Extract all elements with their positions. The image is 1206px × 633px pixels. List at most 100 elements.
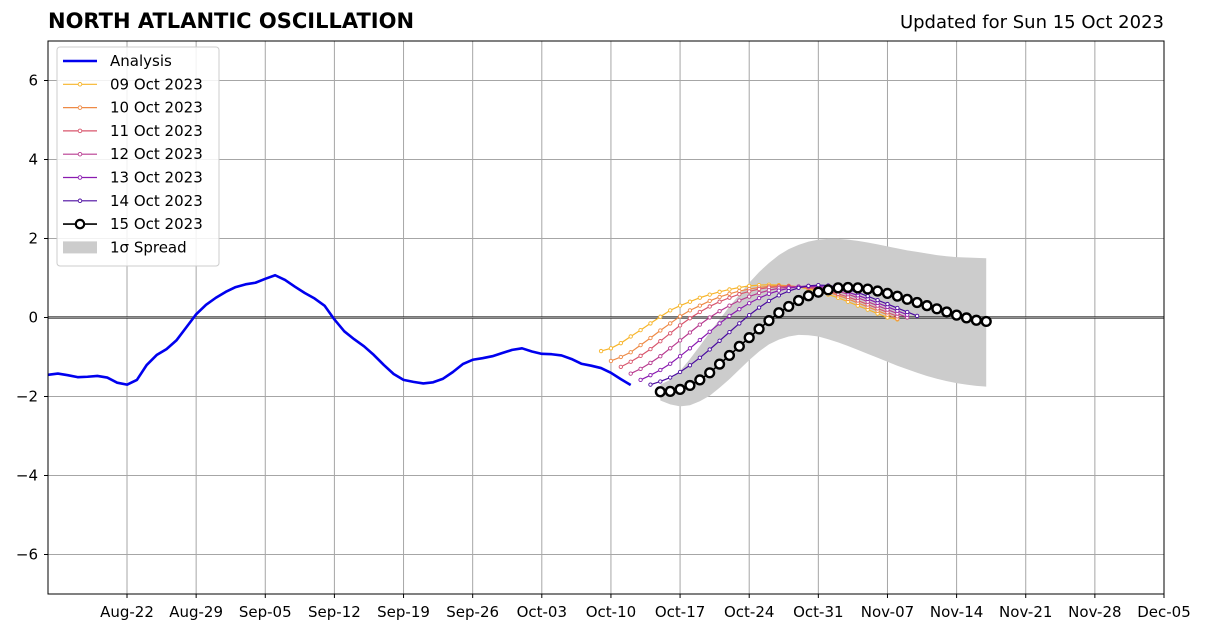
legend-marker xyxy=(77,128,83,134)
forecast-point xyxy=(756,290,762,296)
forecast-point xyxy=(638,353,643,358)
axis-ticks: −6 −4 −2 0 2 4 6 Aug-22 Aug-29 Sep-05 Sep-12 Sep-19… xyxy=(16,72,1191,622)
forecast-point xyxy=(618,341,623,346)
legend-label: 1σ Spread xyxy=(110,238,187,256)
forecast-point xyxy=(911,296,923,309)
y-tick-label: 4 xyxy=(28,151,38,169)
legend-label: 11 Oct 2023 xyxy=(110,122,203,140)
forecast-point xyxy=(822,284,834,296)
forecast-point xyxy=(654,386,666,398)
forecast-point xyxy=(871,285,884,297)
forecast-point xyxy=(677,338,683,343)
x-tick-label: Aug-29 xyxy=(169,603,223,621)
forecast-point xyxy=(648,382,653,387)
forecast-point xyxy=(618,354,623,360)
forecast-point xyxy=(687,299,693,304)
forecast-point xyxy=(747,294,752,299)
forecast-point xyxy=(737,292,742,297)
forecast-point xyxy=(658,339,663,344)
forecast-point xyxy=(677,314,683,319)
x-tick-label: Sep-19 xyxy=(377,603,430,621)
forecast-point xyxy=(766,298,772,304)
forecast-point xyxy=(832,282,844,294)
forecast-point xyxy=(707,315,712,320)
forecast-point xyxy=(733,340,745,352)
forecast-point xyxy=(687,346,693,351)
forecast-point xyxy=(668,346,673,351)
forecast-point xyxy=(658,367,663,373)
forecast-point xyxy=(697,309,702,315)
y-tick-label: −2 xyxy=(16,388,38,406)
forecast-point xyxy=(747,312,752,318)
forecast-point xyxy=(960,312,973,324)
forecast-point xyxy=(786,288,791,294)
y-tick-label: 2 xyxy=(28,230,38,248)
forecast-point xyxy=(668,308,673,313)
x-tick-label: Oct-17 xyxy=(655,603,705,621)
forecast-point xyxy=(668,321,673,326)
forecast-point xyxy=(664,385,676,397)
x-tick-label: Nov-14 xyxy=(930,603,983,621)
forecast-point xyxy=(677,354,683,359)
analysis-line xyxy=(47,273,632,387)
forecast-point xyxy=(905,309,910,315)
forecast-point xyxy=(776,288,781,293)
forecast-point xyxy=(756,286,762,292)
forecast-point xyxy=(816,282,821,288)
forecast-point xyxy=(608,346,614,351)
x-tick-label: Aug-22 xyxy=(100,603,154,621)
forecast-point xyxy=(677,303,683,308)
legend-label: 14 Oct 2023 xyxy=(110,192,203,210)
forecast-point xyxy=(743,332,755,344)
forecast-point xyxy=(737,285,742,290)
legend-box xyxy=(56,46,220,267)
legend-marker xyxy=(74,218,86,230)
forecast-line xyxy=(640,285,908,381)
legend-marker xyxy=(77,198,83,204)
forecast-point xyxy=(618,364,623,370)
chart-title: NORTH ATLANTIC OSCILLATION xyxy=(48,9,415,33)
forecast-point xyxy=(717,338,722,343)
forecast-point xyxy=(914,313,920,319)
y-tick-label: −6 xyxy=(16,546,38,564)
forecast-point xyxy=(763,315,775,327)
forecast-point xyxy=(697,295,702,300)
forecast-point xyxy=(638,327,643,333)
forecast-point xyxy=(668,331,673,336)
forecast-point xyxy=(694,374,706,386)
forecast-line xyxy=(650,284,918,386)
legend-entry: 15 Oct 2023 xyxy=(63,215,203,233)
forecast-point xyxy=(697,303,702,308)
forecast-point xyxy=(727,295,732,300)
forecast-point xyxy=(717,294,722,300)
spread-band xyxy=(660,238,987,407)
x-tick-label: Nov-28 xyxy=(1068,603,1121,621)
forecast-point xyxy=(891,290,903,302)
x-tick-label: Oct-03 xyxy=(517,603,567,621)
forecast-point xyxy=(677,323,683,328)
forecast-point xyxy=(895,305,900,311)
forecast-point xyxy=(753,323,765,335)
legend-marker xyxy=(77,105,83,110)
forecast-point xyxy=(727,291,732,296)
forecast-point xyxy=(638,366,643,371)
forecast-point xyxy=(747,301,752,306)
x-tick-label: Sep-05 xyxy=(239,603,292,621)
forecast-point xyxy=(901,293,913,305)
forecast-point xyxy=(885,301,890,307)
forecast-point xyxy=(796,285,801,291)
forecast-point xyxy=(648,373,653,378)
forecast-point xyxy=(638,377,643,383)
forecast-point xyxy=(658,328,663,333)
forecast-point xyxy=(812,286,824,298)
forecast-series xyxy=(598,281,992,398)
forecast-2023-10-15 xyxy=(654,281,992,398)
forecast-point xyxy=(842,281,854,294)
forecast-point xyxy=(737,321,742,326)
x-tick-label: Sep-12 xyxy=(308,603,361,621)
forecast-point xyxy=(697,355,702,360)
forecast-point xyxy=(684,379,696,392)
forecast-point xyxy=(628,350,633,355)
legend-entry: Analysis xyxy=(63,52,172,70)
